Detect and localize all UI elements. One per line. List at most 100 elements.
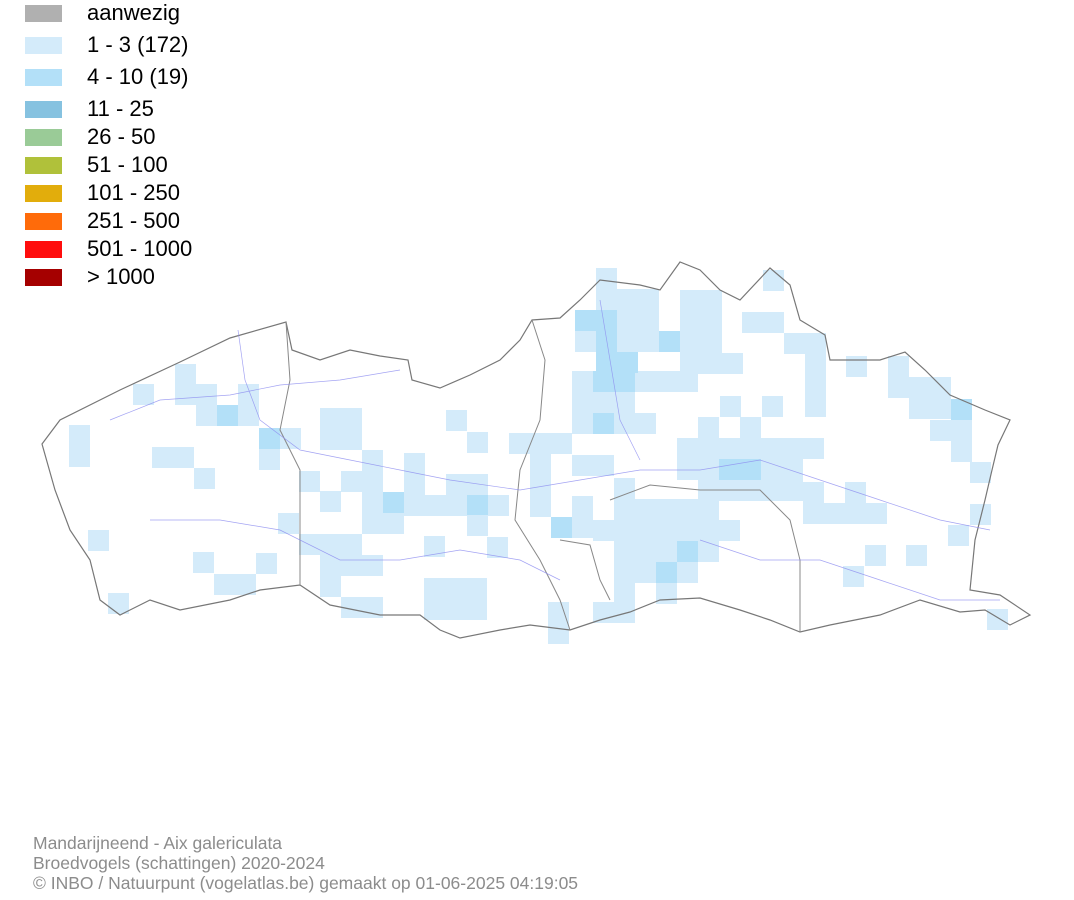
grid-cell — [596, 310, 617, 331]
grid-cell — [445, 578, 466, 599]
legend-item: 4 - 10 (19) — [25, 64, 245, 89]
grid-cell — [698, 541, 719, 562]
grid-cell — [596, 331, 617, 352]
grid-cell — [530, 454, 551, 475]
grid-cell — [803, 482, 824, 503]
grid-cell — [680, 332, 701, 353]
grid-cell — [824, 503, 845, 524]
grid-cell — [740, 417, 761, 438]
legend-item: aanwezig — [25, 0, 245, 25]
grid-cell — [866, 503, 887, 524]
grid-cell — [805, 375, 826, 396]
grid-cell — [677, 541, 698, 562]
grid-cell — [362, 492, 383, 513]
grid-cell — [383, 492, 404, 513]
grid-cell — [722, 353, 743, 374]
grid-cell — [175, 384, 196, 405]
legend-item: 51 - 100 — [25, 152, 245, 177]
grid-cell — [551, 517, 572, 538]
grid-cell — [865, 545, 886, 566]
grid-cell — [659, 331, 680, 352]
grid-cell — [656, 371, 677, 392]
legend-swatch — [25, 5, 62, 22]
grid-cell — [888, 356, 909, 377]
grid-cell — [362, 555, 383, 576]
grid-cell — [593, 602, 614, 623]
grid-cell — [909, 398, 930, 419]
legend-item: 11 - 25 — [25, 96, 245, 121]
legend-swatch — [25, 157, 62, 174]
grid-cell — [593, 455, 614, 476]
grid-cell — [638, 331, 659, 352]
grid-cell — [362, 450, 383, 471]
grid-cell — [152, 447, 173, 468]
grid-cells — [69, 268, 1008, 644]
grid-cell — [635, 562, 656, 583]
grid-cell — [846, 356, 867, 377]
legend-swatch — [25, 185, 62, 202]
legend-swatch — [25, 101, 62, 118]
grid-cell — [719, 438, 740, 459]
grid-cell — [635, 541, 656, 562]
grid-cell — [299, 471, 320, 492]
grid-cell — [467, 515, 488, 536]
grid-cell — [784, 333, 805, 354]
grid-cell — [909, 377, 930, 398]
grid-cell — [88, 530, 109, 551]
grid-cell — [701, 311, 722, 332]
legend-swatch — [25, 213, 62, 230]
grid-cell — [446, 410, 467, 431]
grid-cell — [446, 495, 467, 516]
grid-cell — [698, 520, 719, 541]
grid-cell — [320, 534, 341, 555]
grid-cell — [761, 459, 782, 480]
grid-cell — [720, 396, 741, 417]
grid-cell — [930, 420, 951, 441]
grid-cell — [951, 420, 972, 441]
grid-cell — [843, 566, 864, 587]
grid-cell — [593, 413, 614, 434]
grid-cell — [575, 310, 596, 331]
grid-cell — [424, 599, 445, 620]
grid-cell — [193, 552, 214, 573]
grid-cell — [466, 599, 487, 620]
grid-cell — [593, 371, 614, 392]
grid-cell — [805, 354, 826, 375]
grid-cell — [530, 433, 551, 454]
grid-cell — [530, 475, 551, 496]
grid-cell — [572, 413, 593, 434]
grid-cell — [320, 576, 341, 597]
grid-cell — [196, 384, 217, 405]
grid-cell — [617, 331, 638, 352]
grid-cell — [680, 353, 701, 374]
grid-cell — [280, 428, 301, 449]
grid-cell — [133, 384, 154, 405]
grid-cell — [656, 541, 677, 562]
legend-item: 26 - 50 — [25, 124, 245, 149]
grid-cell — [548, 623, 569, 644]
grid-cell — [572, 455, 593, 476]
grid-cell — [404, 453, 425, 474]
grid-cell — [805, 396, 826, 417]
grid-cell — [614, 392, 635, 413]
legend-label: 1 - 3 (172) — [87, 32, 189, 57]
grid-cell — [638, 289, 659, 310]
grid-cell — [614, 413, 635, 434]
grid-cell — [320, 491, 341, 512]
grid-cell — [614, 520, 635, 541]
grid-cell — [635, 499, 656, 520]
legend-label: 51 - 100 — [87, 152, 168, 177]
grid-cell — [69, 425, 90, 446]
legend-swatch — [25, 129, 62, 146]
grid-cell — [906, 545, 927, 566]
grid-cell — [803, 438, 824, 459]
grid-cell — [701, 332, 722, 353]
grid-cell — [424, 536, 445, 557]
grid-cell — [617, 289, 638, 310]
grid-cell — [362, 471, 383, 492]
grid-cell — [175, 364, 196, 385]
grid-cell — [677, 459, 698, 480]
grid-cell — [677, 438, 698, 459]
grid-cell — [677, 371, 698, 392]
